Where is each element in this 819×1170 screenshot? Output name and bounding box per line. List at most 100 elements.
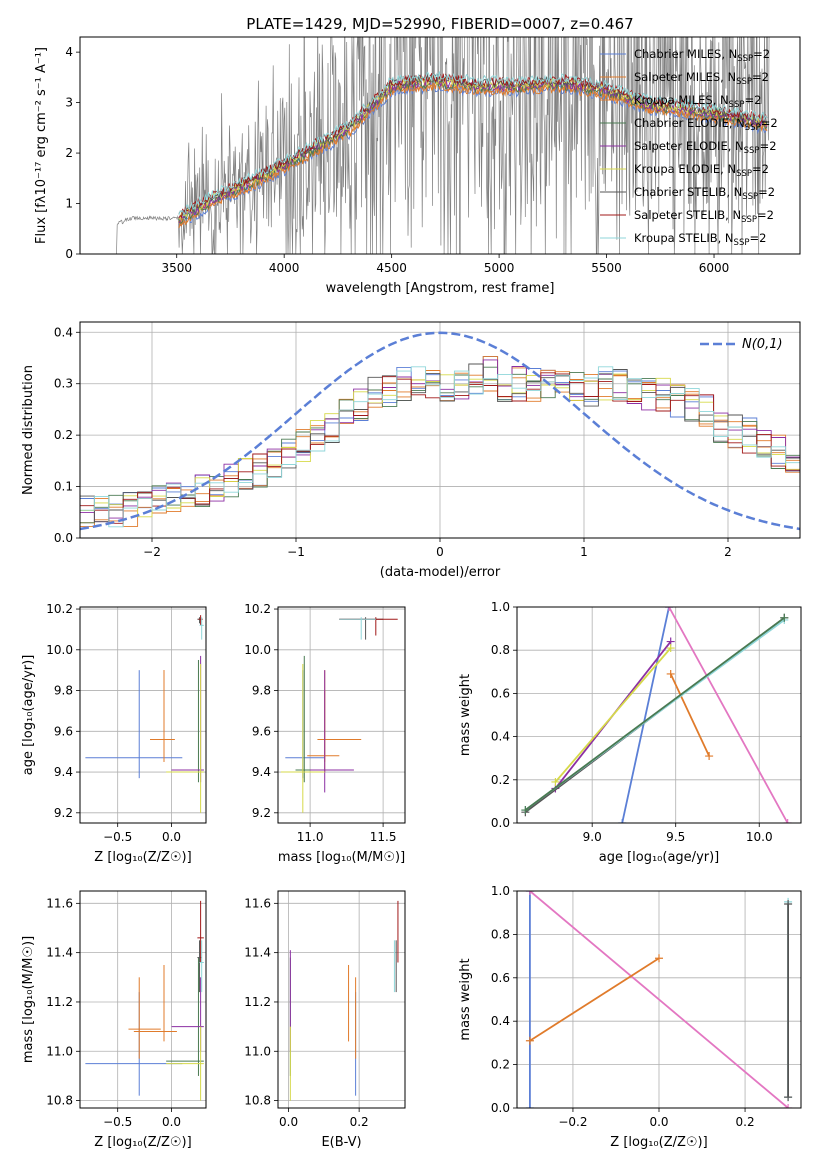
y-tick-label: 10.8 [244,1094,271,1108]
y-tick-label: 11.4 [46,946,73,960]
mass_vs_EBV-plot-area [289,900,399,1101]
x-tick-label: 0.2 [736,1115,755,1129]
weight_vs_age-plot-area [521,607,792,823]
y-tick-label: 0.0 [491,1101,510,1115]
y-tick-label: 1.0 [491,600,510,614]
y-tick-label: 9.2 [252,806,271,820]
weight-marker [521,806,530,815]
errorbar-point [339,617,376,640]
histogram-kroupa-elodie [80,373,800,518]
legend-entry-subscript: SSP [741,215,757,225]
x-tick-label: 0 [436,545,444,559]
mass_vs_Z-plot-area [85,900,204,1101]
mass_vs_Z-axes: −0.5 0.0 10.8 11.0 11.2 11.4 11.6 Z [log₁₀(Z/Z☉… [21,890,207,1150]
y-tick-label: 1 [65,197,73,211]
y-axis-label: mass weight [458,674,473,756]
weight_vs_Z-axes: −0.2 0.0 0.2 0.0 0.2 0.4 0.6 0.8 1.0 Z [log₁₀(Z/Z… [458,884,802,1150]
y-tick-label: 9.4 [54,765,73,779]
weight-marker [655,954,663,963]
y-tick-label: 11.4 [244,946,271,960]
legend-entry-value: =2 [753,47,770,61]
x-tick-label: 0.0 [279,1115,298,1129]
x-tick-label: 5500 [591,261,622,275]
y-axis-label: Normed distribution [21,365,36,495]
weight_vs_Z-frame [516,890,802,1109]
legend-entry: Salpeter ELODIE, NSSP=2 [634,139,777,156]
errorbar-point [150,670,175,762]
weight-line [524,617,785,811]
y-tick-label: 0.3 [54,377,73,391]
weight-marker [665,607,674,611]
errorbar-point [128,977,161,1059]
y-axis-label: mass [log₁₀(M/M☉)] [21,936,36,1063]
y-tick-label: 0.2 [491,773,510,787]
errorbar-point [197,900,204,963]
legend-entry-value: =2 [752,162,769,176]
y-tick-label: 0.4 [54,325,73,339]
y-tick-label: 9.4 [252,765,271,779]
y-tick-label: 10.0 [244,643,271,657]
y-tick-label: 10.2 [244,602,271,616]
weight-marker [784,1104,793,1108]
legend-entry-text: Kroupa ELODIE, N [634,162,736,176]
age_vs_Z-axes: −0.5 0.0 9.2 9.4 9.6 9.8 10.0 10.2 Z [log₁₀(Z/Z☉… [21,602,207,865]
weight-marker [525,1104,534,1108]
y-axis-label: Flux [fλ10⁻¹⁷ erg cm⁻² s⁻¹ A⁻¹] [34,47,49,244]
weight-marker [780,613,789,622]
data-spectrum-line [116,37,770,254]
age_vs_mass-frame [277,606,406,824]
residuals-plot-area [80,331,800,531]
legend-entry-subscript: SSP [742,192,758,202]
errorbar-point [171,977,204,1052]
y-tick-label: 1.0 [491,884,510,898]
y-tick-label: 9.8 [54,684,73,698]
weight-marker [784,900,793,909]
x-tick-label: 3500 [161,261,192,275]
y-tick-label: 4 [65,45,73,59]
legend-entry-subscript: SSP [737,54,753,64]
x-axis-label: (data-model)/error [380,565,501,580]
mass_vs_Z-frame [79,890,207,1109]
x-tick-label: 5000 [484,261,515,275]
y-tick-label: 0.6 [491,686,510,700]
gaussian-curve [80,331,800,531]
mass_vs_EBV-axes: 0.0 0.2 10.8 11.0 11.2 11.4 11.6 E(B-V) [244,890,406,1150]
y-tick-label: 10.0 [46,643,73,657]
errorbar-point [171,655,204,783]
legend-entry-value: =2 [744,93,761,107]
legend-entry-subscript: SSP [734,238,750,248]
legend-entry-text: Chabrier MILES, N [634,47,737,61]
histogram-chabrier-elodie [80,366,800,524]
legend-entry: Chabrier ELODIE, NSSP=2 [634,116,778,133]
x-tick-label: 0.2 [350,1115,369,1129]
x-axis-label: Z [log₁₀(Z/Z☉)] [610,1135,707,1150]
legend-entry-value: =2 [761,116,778,130]
errorbar-point [166,1026,204,1101]
histogram-salpeter-miles [80,371,800,528]
y-tick-label: 9.6 [252,724,271,738]
errorbar-point [85,670,183,779]
x-tick-label: 11.0 [297,830,324,844]
y-tick-label: 11.2 [244,995,271,1009]
legend-entry-value: =2 [758,185,775,199]
legend-entry-subscript: SSP [729,100,745,110]
x-axis-label: E(B-V) [321,1135,361,1150]
legend-entry: Kroupa ELODIE, NSSP=2 [634,162,769,179]
y-tick-label: 11.2 [46,995,73,1009]
x-tick-label: 11.5 [370,830,397,844]
histogram-kroupa-stelib [80,366,800,528]
x-tick-label: 0.0 [649,1115,668,1129]
age_vs_mass-plot-area [280,617,398,813]
x-tick-label: 10.0 [746,830,773,844]
weight_vs_age-axes: 9.0 9.5 10.0 0.0 0.2 0.4 0.6 0.8 1.0 age [log₁₀(a… [458,600,802,865]
legend-entry-text: Kroupa MILES, N [634,93,729,107]
y-axis-label: age [log₁₀(age/yr)] [21,655,36,776]
legend-entry-subscript: SSP [736,77,752,87]
y-tick-label: 3 [65,96,73,110]
y-axis-label: mass weight [458,958,473,1040]
legend-entry-value: =2 [752,70,769,84]
age_vs_Z-frame [79,606,207,824]
y-tick-label: 9.6 [54,724,73,738]
legend-entry-text: Salpeter STELIB, N [634,208,741,222]
x-tick-label: 0.0 [162,1115,181,1129]
